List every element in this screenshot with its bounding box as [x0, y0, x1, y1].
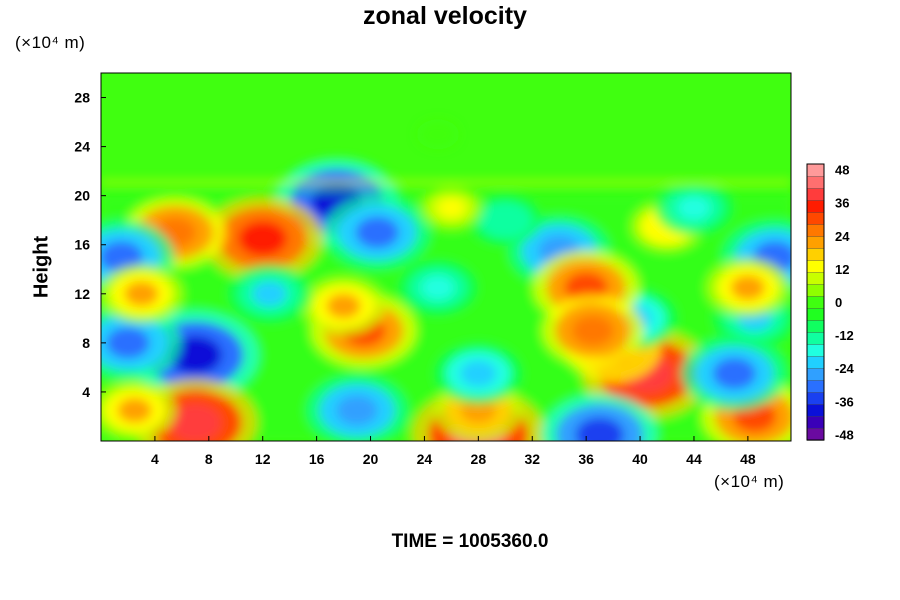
heatmap-core: [575, 417, 624, 441]
colorbar-tick-label: -36: [835, 394, 854, 409]
heatmap-core: [117, 397, 152, 423]
x-tick-label: 8: [205, 451, 213, 467]
colorbar-swatch: [806, 319, 825, 333]
colorbar-swatch: [806, 187, 825, 201]
colorbar-swatch: [806, 175, 825, 189]
heatmap-core: [429, 128, 447, 141]
colorbar-tick-label: 48: [835, 163, 849, 178]
heatmap-core: [730, 275, 765, 301]
time-label: TIME = 1005360.0: [391, 531, 549, 552]
heatmap-core: [712, 357, 757, 390]
colorbar-swatch: [806, 283, 825, 297]
y-axis-unit: (×10⁴ m): [15, 33, 86, 52]
colorbar-frame: [806, 163, 825, 441]
x-tick-label: 32: [524, 451, 540, 467]
y-tick-label: 24: [74, 139, 90, 155]
heatmap-core: [677, 196, 711, 220]
x-tick-label: 40: [632, 451, 648, 467]
colorbar-swatch: [806, 271, 825, 285]
heatmap-band: [101, 179, 791, 184]
y-tick-label: 12: [74, 286, 90, 302]
y-tick-label: 16: [74, 237, 90, 253]
colorbar-swatch: [806, 247, 825, 261]
colorbar-swatch: [806, 163, 825, 177]
plot-frame: [100, 72, 792, 442]
x-tick-label: 20: [363, 451, 379, 467]
colorbar-swatch: [806, 235, 825, 249]
x-tick-label: 36: [578, 451, 594, 467]
colorbar-swatch: [806, 367, 825, 381]
x-tick-label: 48: [740, 451, 756, 467]
colorbar-swatch: [806, 343, 825, 357]
x-axis: 4 8 12 16 20 24 28 32 36 40 44 48: [151, 436, 756, 467]
colorbar-swatch: [806, 295, 825, 309]
heatmap-core: [168, 335, 222, 375]
heatmap-field: [101, 119, 791, 441]
x-tick-label: 4: [151, 451, 159, 467]
chart-title: zonal velocity: [363, 2, 527, 30]
y-tick-label: 4: [82, 384, 90, 400]
colorbar-swatch: [806, 427, 825, 441]
heatmap-core: [326, 293, 361, 319]
colorbar-tick-label: 12: [835, 262, 849, 277]
x-tick-label: 28: [471, 451, 487, 467]
heatmap-core: [490, 209, 521, 231]
x-tick-label: 44: [686, 451, 702, 467]
heatmap-core: [460, 360, 497, 387]
colorbar-swatch: [806, 223, 825, 237]
colorbar-swatch: [806, 403, 825, 417]
colorbar-tick-label: 0: [835, 295, 842, 310]
x-tick-label: 16: [309, 451, 325, 467]
y-tick-label: 20: [74, 188, 90, 204]
y-tick-label: 8: [82, 335, 90, 351]
colorbar-swatch: [806, 415, 825, 429]
heatmap-core: [572, 315, 614, 346]
colorbar-swatch: [806, 307, 825, 321]
colorbar-tick-label: -24: [835, 361, 855, 376]
y-axis: 4 8 12 16 20 24 28: [74, 90, 106, 400]
y-axis-label: Height: [30, 235, 53, 299]
heatmap-band: [101, 189, 791, 193]
heatmap-core: [101, 241, 143, 273]
heatmap-core: [252, 281, 287, 307]
colorbar-swatch: [806, 259, 825, 273]
colorbar: 48 36 24 12 0 -12 -24 -36 -48: [806, 163, 855, 442]
colorbar-tick-label: 36: [835, 196, 849, 211]
x-tick-label: 24: [417, 451, 433, 467]
heatmap-core: [336, 395, 378, 426]
colorbar-swatch: [806, 199, 825, 213]
colorbar-swatch: [806, 331, 825, 345]
heatmap-core: [355, 216, 399, 249]
y-tick-label: 28: [74, 90, 90, 106]
x-tick-label: 12: [255, 451, 271, 467]
colorbar-tick-label: -48: [835, 427, 854, 442]
colorbar-swatch: [806, 379, 825, 393]
colorbar-swatch: [806, 355, 825, 369]
colorbar-swatch: [806, 391, 825, 405]
colorbar-swatch: [806, 211, 825, 225]
heatmap-core: [106, 327, 150, 359]
colorbar-tick-label: -12: [835, 328, 854, 343]
heatmap-core: [169, 404, 221, 441]
x-axis-unit: (×10⁴ m): [714, 472, 785, 491]
heatmap-core: [438, 198, 465, 218]
plot-area: [101, 73, 791, 441]
heatmap-core: [421, 275, 455, 300]
heatmap-core: [238, 220, 288, 257]
colorbar-tick-label: 24: [835, 229, 850, 244]
heatmap-core: [124, 281, 159, 307]
